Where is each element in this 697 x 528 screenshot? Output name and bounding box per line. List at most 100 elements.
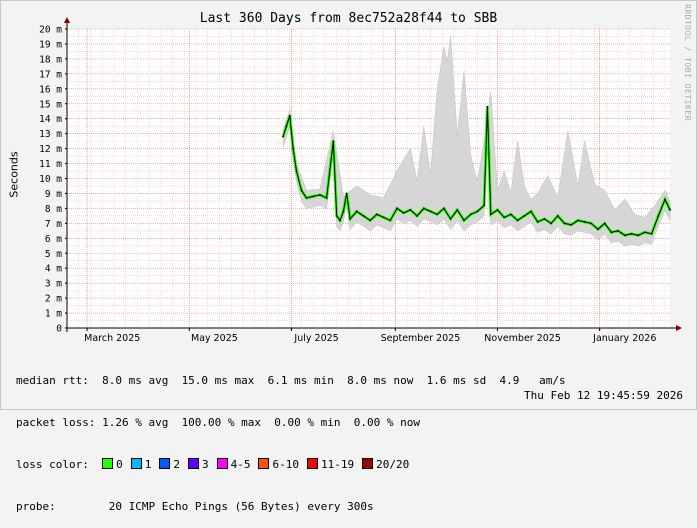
y-tick-label: 15 m (39, 99, 62, 110)
median-rtt-point (643, 231, 646, 234)
y-tick-label: 8 m (45, 204, 62, 215)
median-rtt-point (550, 222, 552, 225)
y-tick-label: 11 m (39, 159, 62, 170)
median-rtt-point (402, 211, 405, 214)
median-rtt-point (312, 195, 315, 198)
loss-color-item-label: 4-5 (230, 458, 251, 471)
loss-color-item-label: 1 (144, 458, 152, 471)
median-rtt-point (339, 219, 341, 222)
loss-color-item: 3 (187, 458, 209, 472)
y-tick-label: 3 m (45, 279, 62, 290)
loss-color-item-label: 11-19 (320, 458, 355, 471)
y-tick-label: 14 m (39, 114, 62, 125)
probe-text: 20 ICMP Echo Pings (56 Bytes) every 300s (108, 500, 374, 513)
y-axis-arrow (64, 17, 70, 23)
median-rtt-point (422, 207, 425, 210)
loss-color-swatch (216, 458, 228, 469)
loss-color-swatch (306, 458, 318, 469)
median-rtt-point (503, 216, 506, 219)
y-tick-label: 12 m (39, 144, 62, 155)
median-rtt-point (516, 219, 519, 222)
median-rtt-point (429, 210, 432, 213)
median-rtt-point (285, 125, 288, 128)
median-rtt-point (630, 232, 633, 235)
median-rtt-point (305, 197, 308, 199)
rrdtool-watermark: RRDTOOL / TOBI OETIKER (683, 4, 692, 121)
median-rtt-point (416, 214, 418, 217)
loss-color-item-label: 20/20 (376, 458, 410, 471)
median-rtt-point (335, 214, 338, 217)
y-tick-label: 16 m (39, 84, 62, 95)
loss-color-item-label: 0 (116, 458, 123, 471)
chart-svg: 0 1 m 2 m 3 m 4 m 5 m 6 m 7 m 8 m 9 m 10 m 11 m 12 m… (39, 17, 682, 344)
loss-color-item: 6-10 (258, 458, 299, 472)
median-rtt-point (292, 147, 295, 150)
chart-title: Last 360 Days from 8ec752a28f44 to SBB (199, 11, 498, 26)
median-rtt-point (570, 223, 573, 226)
median-rtt-point (295, 170, 298, 172)
median-rtt-point (463, 219, 465, 222)
median-rtt-point (523, 214, 526, 217)
median-rtt-point (576, 219, 579, 222)
y-tick-label: 0 (56, 324, 62, 335)
median-rtt-point (657, 214, 660, 217)
loss-color-item: 1 (130, 458, 152, 472)
y-tick-label: 4 m (45, 264, 62, 275)
median-rtt-point (603, 222, 606, 225)
median-rtt-stats: median rtt: 8.0 ms avg 15.0 ms max 6.1 m… (16, 374, 566, 387)
loss-color-swatch (159, 458, 171, 469)
median-rtt-point (362, 214, 365, 217)
legend: median rtt: 8.0 ms avg 15.0 ms max 6.1 m… (16, 346, 566, 528)
loss-color-item: 20/20 (362, 458, 409, 472)
median-rtt-point (355, 210, 358, 213)
median-rtt-point (637, 234, 640, 237)
loss-color-swatch (130, 458, 142, 469)
median-rtt-point (509, 213, 512, 216)
median-rtt-point (496, 208, 499, 211)
y-tick-label: 6 m (45, 234, 62, 245)
probe-info: probe: 20 ICMP Echo Pings (56 Bytes) eve… (16, 500, 566, 514)
y-tick-label: 1 m (45, 309, 62, 320)
x-tick-label: November 2025 (484, 333, 561, 344)
y-tick-label: 19 m (39, 39, 62, 50)
median-rtt-point (449, 217, 452, 220)
smoke-area (282, 36, 671, 247)
loss-color-item-label: 3 (201, 458, 209, 471)
median-rtt-point (396, 207, 398, 210)
median-rtt-point (623, 234, 626, 237)
median-rtt-point (389, 219, 392, 222)
loss-color-label: loss color: (16, 458, 89, 471)
median-rtt-point (536, 220, 539, 223)
y-tick-label: 2 m (45, 294, 62, 305)
median-rtt-point (375, 213, 378, 216)
x-axis-arrow (676, 325, 682, 331)
loss-color-item: 4-5 (216, 458, 251, 472)
x-tick-label: March 2025 (84, 333, 140, 344)
median-rtt-point (332, 140, 335, 143)
median-rtt-point (469, 213, 472, 216)
median-rtt-point (669, 208, 671, 211)
median-rtt-point (650, 232, 653, 235)
x-tick-label: January 2026 (592, 333, 656, 344)
median-rtt-point (563, 222, 566, 225)
median-rtt-point (664, 198, 666, 201)
loss-color-item: 2 (159, 458, 180, 472)
loss-color-swatch (258, 458, 270, 469)
y-tick-label: 5 m (45, 249, 62, 260)
median-rtt-point (382, 216, 385, 219)
median-rtt-point (456, 208, 459, 211)
median-rtt-point (436, 213, 439, 216)
median-rtt-point (530, 210, 532, 213)
median-rtt-point (345, 192, 348, 195)
loss-color-swatch (102, 458, 114, 469)
loss-color-swatch (362, 458, 374, 469)
y-tick-label: 13 m (39, 129, 62, 140)
median-rtt-point (476, 210, 479, 213)
x-tick-label: May 2025 (191, 333, 238, 344)
median-rtt-point (319, 194, 321, 196)
y-tick-label: 9 m (45, 189, 62, 200)
median-rtt-point (610, 231, 613, 234)
loss-color-item: 0 (102, 458, 123, 472)
median-rtt-point (409, 208, 412, 211)
median-rtt-point (282, 135, 284, 138)
